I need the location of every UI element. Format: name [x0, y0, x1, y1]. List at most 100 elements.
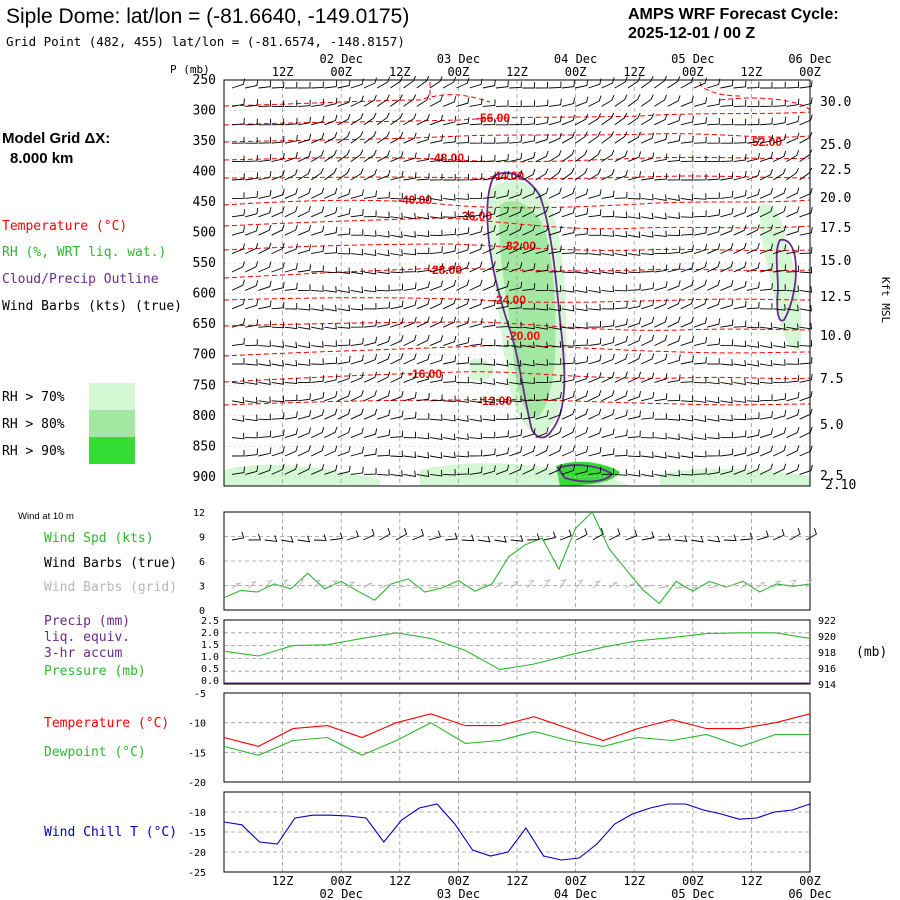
wind-barb — [680, 174, 694, 181]
wind-barb — [258, 413, 271, 421]
wind-barb — [733, 154, 747, 163]
wind-barb — [324, 390, 338, 402]
wind-barb — [390, 450, 403, 458]
wind-barb-grid — [723, 584, 734, 589]
wind-barb — [429, 433, 443, 441]
wind-barb — [561, 80, 575, 89]
wind-barb — [377, 335, 391, 347]
wind-barb — [284, 224, 298, 236]
wind-speed-label: Wind Spd (kts) — [44, 531, 154, 546]
wind-barb — [693, 117, 707, 126]
wind-barb — [601, 112, 615, 126]
wind-barb — [258, 154, 272, 163]
wind-barb-true — [592, 527, 604, 541]
wind-barb — [799, 356, 813, 365]
wind-barb — [746, 429, 760, 439]
wind-barb — [707, 279, 721, 291]
wind-barb — [416, 94, 430, 107]
wind-barb — [627, 470, 641, 477]
wind-barb — [627, 94, 641, 107]
wind-barb — [786, 341, 799, 348]
wind-barb — [482, 172, 496, 181]
wind-barb — [509, 153, 523, 163]
wind-barb — [680, 155, 694, 163]
wind-barb — [363, 268, 377, 275]
wind-barb — [799, 97, 813, 107]
wind-barb — [416, 393, 430, 402]
wind-barb — [337, 446, 351, 457]
wind-barb — [535, 264, 549, 273]
wind-barb — [258, 280, 272, 291]
wind-barb — [654, 452, 667, 459]
wind-barb — [495, 171, 510, 181]
wind-barb — [284, 341, 298, 349]
wind-barb — [548, 426, 562, 439]
wind-barb — [377, 284, 390, 292]
wind-barb — [350, 466, 364, 475]
wind-barb — [614, 284, 628, 292]
wind-barb — [258, 189, 272, 199]
windchill-frame — [223, 791, 811, 873]
wind-barb — [627, 231, 641, 238]
wind-barb — [337, 208, 351, 218]
wind-barb — [377, 469, 390, 476]
wind-barb — [403, 299, 417, 310]
wind-barb — [733, 464, 747, 475]
wind-barb — [693, 356, 707, 365]
wind-barb — [640, 94, 654, 107]
hour-label-bottom: 12Z — [741, 874, 763, 888]
wind-barb — [377, 249, 390, 257]
wind-barb — [720, 207, 734, 218]
wind-barb — [548, 225, 562, 236]
isotherm-line — [223, 297, 811, 303]
wind-barb — [575, 247, 588, 255]
wind-barb — [561, 131, 575, 144]
wind-barb — [469, 173, 483, 181]
hour-label-top: 00Z — [330, 65, 352, 79]
wind-chill-label: Wind Chill T (°C) — [44, 825, 177, 840]
wind-barb — [759, 263, 774, 273]
wind-barb-grid — [362, 582, 373, 589]
wind-barb — [786, 245, 800, 255]
wind-barb — [641, 152, 655, 163]
wind-barb — [324, 167, 337, 181]
wind-barb — [495, 80, 509, 89]
wind-barb — [720, 225, 734, 236]
wind-barb — [614, 390, 628, 402]
precip-tick: 1.5 — [201, 640, 219, 651]
rh70-right — [759, 204, 802, 351]
wind-barb — [443, 245, 457, 255]
wind-barb — [495, 206, 510, 218]
wind-barb — [535, 99, 549, 107]
wind-barb — [363, 336, 378, 347]
wind-barb — [614, 353, 628, 365]
wind-barb — [535, 427, 549, 439]
wind-barb — [759, 322, 773, 330]
wind-barb — [509, 360, 522, 367]
wind-barb — [284, 359, 298, 367]
wind-barb — [627, 353, 642, 365]
wind-barb-true — [559, 529, 572, 541]
wind-barb — [495, 300, 510, 310]
wind-barb — [390, 335, 404, 347]
wind-barb — [561, 373, 576, 383]
wind-barb — [627, 212, 641, 220]
wind-barb — [324, 187, 338, 199]
wind-barb — [641, 316, 655, 328]
height-tick-label: 20.0 — [820, 191, 851, 206]
wind-barb — [693, 227, 707, 236]
wind-barb-grid — [477, 583, 488, 589]
wind-barb — [680, 245, 694, 255]
wind-barb — [231, 279, 245, 291]
wind-barb — [641, 248, 654, 256]
wind-barb — [495, 100, 509, 107]
wind-barb — [363, 428, 378, 439]
wind-barb — [482, 261, 496, 273]
isotherm-line — [223, 243, 811, 252]
wind-barb — [522, 341, 535, 349]
wind-barb — [231, 449, 245, 457]
wind-barb — [641, 470, 654, 478]
wind-barb — [469, 415, 482, 422]
wind-barb — [614, 409, 628, 420]
wind-barb — [284, 151, 298, 163]
